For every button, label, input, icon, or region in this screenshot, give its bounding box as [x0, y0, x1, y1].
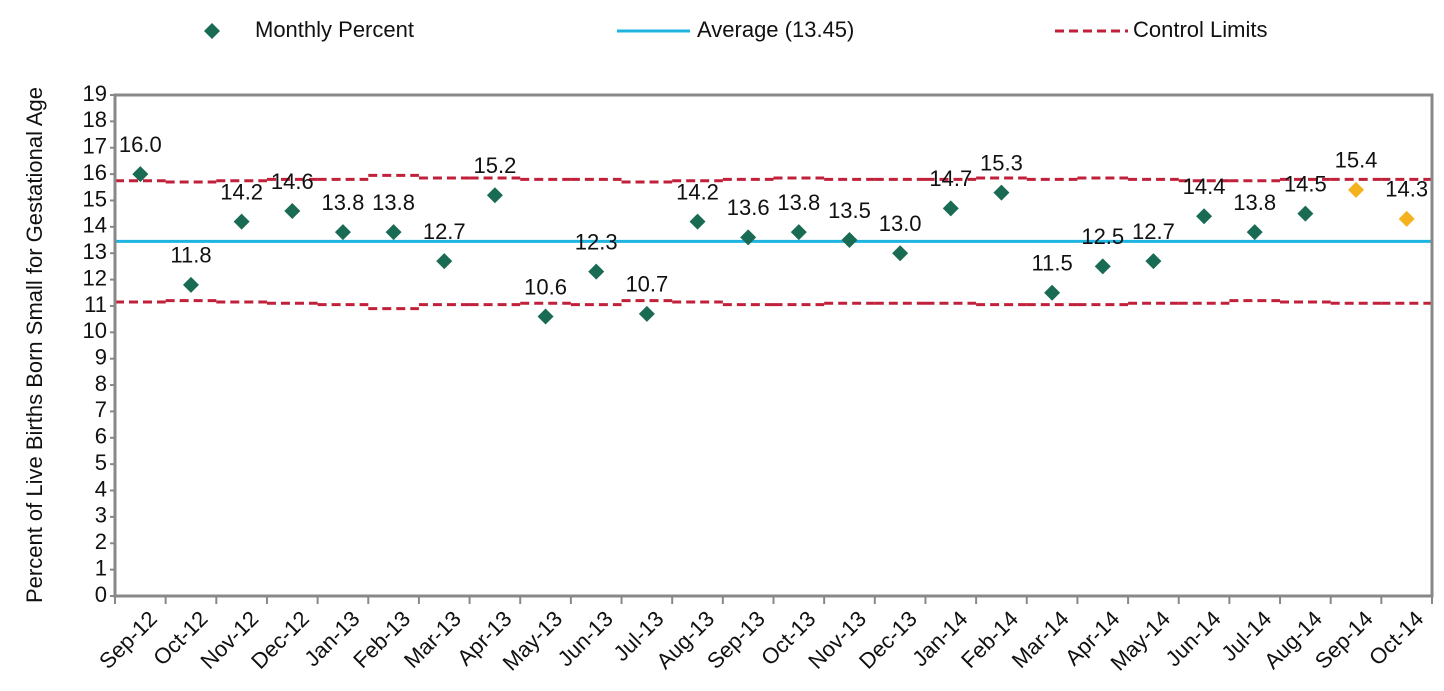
x-tick-label: Jun-14	[1160, 606, 1225, 671]
data-label: 14.6	[271, 169, 314, 194]
data-label: 12.5	[1081, 224, 1124, 249]
y-tick-label: 14	[83, 213, 107, 238]
plot-border	[113, 93, 1434, 598]
data-point	[1145, 253, 1162, 270]
x-tick-label: Oct-14	[1364, 606, 1428, 670]
legend-label: Control Limits	[1133, 17, 1267, 42]
data-label: 13.5	[828, 198, 871, 223]
data-point	[1246, 224, 1263, 241]
y-tick-label: 6	[95, 424, 107, 449]
x-tick-label: Sep-12	[94, 606, 162, 674]
y-tick-label: 19	[83, 81, 107, 106]
y-tick-label: 11	[84, 292, 107, 317]
x-tick-label: Sep-13	[702, 606, 770, 674]
data-point	[1094, 258, 1111, 275]
x-tick-label: Dec-13	[854, 606, 922, 674]
data-label: 14.2	[220, 179, 263, 204]
data-label: 11.5	[1032, 251, 1073, 276]
data-point	[638, 305, 655, 322]
data-label: 13.0	[879, 211, 922, 236]
y-tick-label: 17	[83, 134, 107, 159]
data-label: 13.8	[777, 190, 820, 215]
y-tick-label: 13	[83, 239, 107, 264]
data-label: 13.8	[322, 190, 365, 215]
data-point	[132, 166, 149, 183]
data-point	[689, 213, 706, 230]
y-tick-label: 2	[95, 529, 107, 554]
data-point	[537, 308, 554, 325]
legend-label: Average (13.45)	[697, 17, 854, 42]
y-tick-label: 4	[95, 476, 107, 501]
x-tick-label: Jun-13	[553, 606, 618, 671]
data-label: 12.7	[1132, 219, 1175, 244]
data-label: 12.3	[575, 229, 618, 254]
data-point	[740, 229, 757, 246]
data-label: 16.0	[119, 132, 162, 157]
data-point	[1044, 284, 1061, 301]
x-tick-label: Sep-14	[1310, 606, 1378, 674]
y-tick-label: 8	[95, 371, 107, 396]
data-point	[841, 232, 858, 249]
data-label: 15.2	[473, 153, 516, 178]
data-point	[1348, 181, 1365, 198]
x-tick-label: Mar-13	[399, 606, 466, 673]
data-point	[1297, 205, 1314, 222]
data-label: 14.7	[929, 166, 972, 191]
y-tick-label: 0	[95, 582, 107, 607]
data-point	[182, 276, 199, 293]
data-label: 10.6	[524, 274, 567, 299]
data-point	[233, 213, 250, 230]
data-label: 13.8	[1233, 190, 1276, 215]
legend-label: Monthly Percent	[255, 17, 414, 42]
data-label: 10.7	[625, 272, 668, 297]
y-tick-label: 10	[83, 318, 107, 343]
data-label: 14.5	[1284, 171, 1327, 196]
y-tick-label: 16	[83, 160, 107, 185]
data-label: 12.7	[423, 219, 466, 244]
data-point	[1196, 208, 1213, 225]
data-label: 13.6	[727, 195, 770, 220]
data-point	[942, 200, 959, 217]
data-label: 13.8	[372, 190, 415, 215]
data-point	[334, 224, 351, 241]
data-point	[993, 184, 1010, 201]
data-point	[1398, 210, 1415, 227]
data-point	[588, 263, 605, 280]
data-point	[385, 224, 402, 241]
y-tick-label: 3	[95, 503, 107, 528]
data-label: 14.3	[1385, 177, 1428, 202]
y-tick-label: 1	[95, 555, 107, 580]
y-tick-label: 9	[95, 344, 107, 369]
data-label: 14.4	[1183, 174, 1226, 199]
y-tick-label: 18	[83, 107, 107, 132]
x-tick-label: Feb-13	[348, 606, 415, 673]
y-tick-label: 15	[83, 186, 107, 211]
data-label: 11.8	[170, 243, 211, 268]
data-point	[486, 187, 503, 204]
data-label: 14.2	[676, 179, 719, 204]
x-tick-label: Mar-14	[1007, 606, 1074, 673]
x-tick-label: Feb-14	[956, 606, 1023, 673]
data-point	[284, 203, 301, 220]
data-point	[436, 253, 453, 270]
y-tick-label: 12	[83, 265, 107, 290]
x-tick-label: Dec-12	[246, 606, 314, 674]
y-axis-title: Percent of Live Births Born Small for Ge…	[22, 87, 47, 603]
y-tick-label: 7	[95, 397, 107, 422]
data-point	[790, 224, 807, 241]
y-tick-label: 5	[95, 450, 107, 475]
data-label: 15.3	[980, 150, 1023, 175]
data-label: 15.4	[1335, 148, 1378, 173]
data-point	[892, 245, 909, 262]
legend-marker	[204, 23, 220, 39]
